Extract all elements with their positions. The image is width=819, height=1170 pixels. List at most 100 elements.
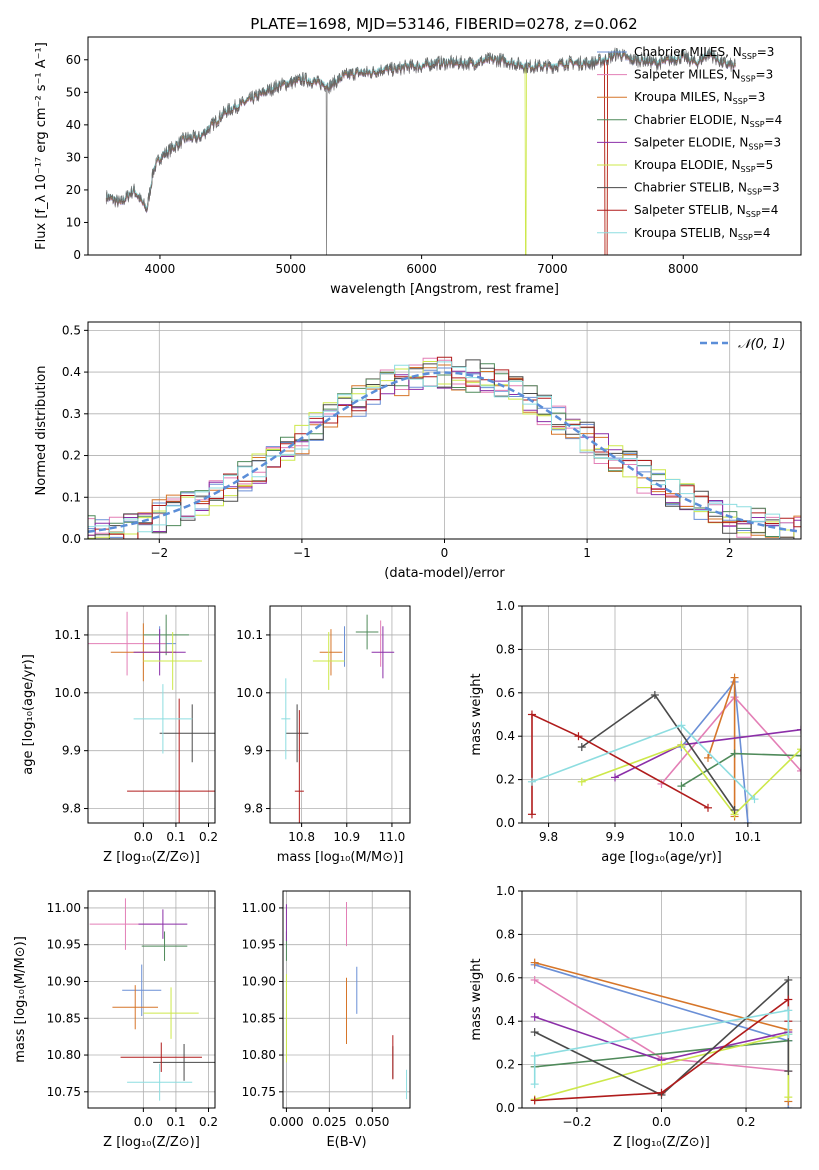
marker-krou_miles (530, 958, 539, 967)
legend-label-krou_miles: Kroupa MILES, NSSP=3 (634, 90, 765, 106)
marker-salp_stelib (657, 1088, 666, 1097)
x-axis-label: Z [log₁₀(Z/Z⊙)] (103, 850, 200, 865)
y-tick-label: 10.85 (242, 1011, 276, 1025)
x-tick-label: 0.0 (134, 830, 153, 844)
axes-frame (87, 890, 216, 1109)
x-tick-label: 7000 (537, 262, 568, 276)
y-tick-label: 0.2 (496, 773, 515, 787)
marker-chab_miles (743, 819, 752, 823)
plot-area (89, 898, 215, 1101)
y-tick-label: 10.80 (47, 1048, 81, 1062)
legend-label-krou_stelib: Kroupa STELIB, NSSP=4 (634, 226, 771, 242)
y-tick-label: 10.75 (242, 1085, 276, 1099)
chart-mass_vs_Z: 0.0 0.1 0.2 10.75 10.80 10.85 10.90 10.95 11.00 Z… (13, 890, 218, 1150)
plot-area (88, 356, 801, 539)
x-tick-label: 0.2 (736, 1115, 755, 1129)
y-tick-label: 10.1 (236, 628, 263, 642)
x-tick-label: 0.2 (199, 1115, 218, 1129)
errorbar-chab_stelib (153, 1044, 215, 1081)
x-tick-label: 4000 (145, 262, 176, 276)
marker-chab_stelib (577, 743, 586, 752)
x-tick-label: 11.0 (379, 830, 406, 844)
errorbar-krou_elodie (143, 632, 202, 690)
x-tick-label: 0.1 (166, 1115, 185, 1129)
legend-label-salp_elodie: Salpeter ELODIE, NSSP=3 (634, 135, 781, 151)
errorbar-salp_elodie (133, 629, 186, 676)
errorbar-salp_elodie (138, 909, 188, 939)
y-axis-label: Flux [f_λ 10⁻¹⁷ erg cm⁻² s⁻¹ A⁻¹] (34, 42, 49, 250)
x-tick-label: 10.8 (288, 830, 315, 844)
y-tick-label: 0.1 (62, 490, 81, 504)
x-tick-label: 6000 (406, 262, 437, 276)
errorbar-krou_miles (319, 629, 343, 676)
histogram-salp_elodie (88, 370, 801, 539)
errorbar-salp_stelib (127, 698, 215, 823)
x-axis-label: wavelength [Angstrom, rest frame] (330, 282, 559, 297)
x-tick-label: 0.1 (166, 830, 185, 844)
y-tick-label: 0.4 (496, 1014, 515, 1028)
y-tick-label: 10.95 (47, 938, 81, 952)
chart-massweight_vs_age: 9.8 9.9 10.0 10.1 0.0 0.2 0.4 0.6 0.8 1.0 age [log… (469, 599, 802, 865)
marker-krou_stelib (750, 795, 759, 804)
marker-chab_stelib (650, 690, 659, 699)
histogram-salp_stelib (88, 356, 801, 539)
marker-salp_miles (797, 766, 801, 775)
y-tick-label: 10.1 (54, 628, 81, 642)
x-tick-label: 0.050 (355, 1115, 389, 1129)
plot-area (285, 902, 408, 1100)
legend-label-chab_stelib: Chabrier STELIB, NSSP=3 (634, 181, 780, 197)
marker-salp_miles (530, 975, 539, 984)
y-axis-label: mass weight (469, 958, 484, 1040)
histogram-krou_elodie (88, 361, 801, 539)
errorbar-salp_miles (88, 611, 167, 676)
y-tick-label: 11.00 (47, 901, 81, 915)
errorbar-krou_elodie (312, 632, 345, 690)
marker-krou_stelib (530, 1051, 539, 1060)
y-tick-label: 50 (66, 85, 81, 99)
legend-label-chab_elodie: Chabrier ELODIE, NSSP=4 (634, 113, 782, 129)
x-tick-label: −1 (293, 546, 311, 560)
marker-salp_stelib (527, 710, 536, 719)
y-tick-label: 0.0 (496, 816, 515, 830)
marker-salp_elodie (530, 1012, 539, 1021)
x-tick-label: 9.9 (605, 830, 624, 844)
axes-frame (87, 36, 802, 256)
chart-mass_vs_ebv: 0.000 0.025 0.050 10.75 10.80 10.85 10.90 10.95… (242, 890, 411, 1150)
x-tick-label: 0 (441, 546, 449, 560)
marker-salp_stelib (784, 995, 793, 1004)
legend-label-chab_miles: Chabrier MILES, NSSP=3 (634, 45, 774, 61)
x-tick-label: −2 (150, 546, 168, 560)
legend-label-salp_miles: Salpeter MILES, NSSP=3 (634, 68, 773, 84)
y-tick-label: 1.0 (496, 599, 515, 613)
x-tick-label: 0.2 (199, 830, 218, 844)
y-tick-label: 11.00 (242, 901, 276, 915)
marker-krou_elodie (657, 1060, 666, 1069)
plot-area (530, 958, 793, 1108)
marker-krou_elodie (577, 777, 586, 786)
chart-age_vs_mass: 10.8 10.9 11.0 9.8 9.9 10.0 10.1 mass [log₁₀(M/… (236, 605, 411, 865)
y-tick-label: 10.95 (242, 938, 276, 952)
y-axis-label: age [log₁₀(age/yr)] (21, 654, 36, 775)
x-tick-label: 8000 (668, 262, 699, 276)
marker-salp_elodie (797, 725, 801, 734)
errorbar-chab_miles (122, 964, 162, 1017)
axes-frame (269, 605, 411, 824)
x-tick-label: 5000 (276, 262, 307, 276)
errorbar-chab_elodie (143, 614, 189, 656)
x-tick-label: 2 (726, 546, 734, 560)
line-krou_stelib (533, 1009, 790, 1085)
x-tick-label: −0.2 (562, 1115, 591, 1129)
x-axis-label: age [log₁₀(age/yr)] (601, 850, 722, 865)
axes-frame (521, 605, 802, 824)
x-axis-label: Z [log₁₀(Z/Z⊙)] (103, 1135, 200, 1150)
y-tick-label: 0.4 (496, 729, 515, 743)
y-tick-label: 40 (66, 118, 81, 132)
y-tick-label: 0.2 (496, 1058, 515, 1072)
chart-residuals: −2 −1 0 1 2 0.0 0.1 0.2 0.3 0.4 0.5 (data-model)/er… (34, 321, 802, 581)
legend-label-krou_elodie: Kroupa ELODIE, NSSP=5 (634, 158, 773, 174)
y-tick-label: 20 (66, 183, 81, 197)
line-salp_miles (660, 695, 801, 785)
legend-label-salp_stelib: Salpeter STELIB, NSSP=4 (634, 203, 778, 219)
series-observed (106, 47, 736, 255)
marker-chab_stelib (784, 1067, 793, 1076)
